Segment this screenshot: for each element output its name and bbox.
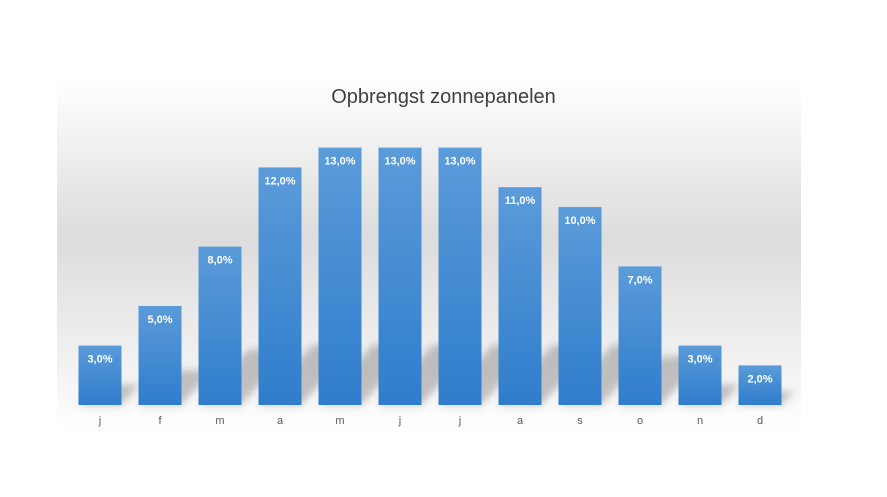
x-tick-label-9: o bbox=[637, 415, 643, 427]
x-tick-label-4: m bbox=[335, 415, 344, 427]
bar-0 bbox=[78, 345, 122, 405]
data-label-7: 11,0% bbox=[505, 195, 536, 207]
bars-group bbox=[78, 147, 782, 405]
data-label-0: 3,0% bbox=[87, 354, 112, 366]
x-tick-label-3: a bbox=[277, 415, 284, 427]
data-label-4: 13,0% bbox=[324, 156, 355, 168]
bar-6 bbox=[438, 147, 482, 405]
data-label-2: 8,0% bbox=[207, 255, 232, 267]
x-tick-label-1: f bbox=[158, 415, 162, 427]
bar-9 bbox=[618, 266, 662, 405]
x-tick-label-8: s bbox=[577, 415, 583, 427]
x-tick-label-0: j bbox=[98, 415, 101, 427]
bar-3 bbox=[258, 167, 302, 405]
bar-1 bbox=[138, 306, 182, 405]
chart-title: Opbrengst zonnepanelen bbox=[331, 86, 556, 108]
x-tick-label-5: j bbox=[398, 415, 401, 427]
data-label-1: 5,0% bbox=[147, 314, 172, 326]
bar-8 bbox=[558, 207, 602, 405]
data-label-9: 7,0% bbox=[627, 274, 652, 286]
x-tick-label-7: a bbox=[517, 415, 524, 427]
data-label-10: 3,0% bbox=[687, 354, 712, 366]
bar-7 bbox=[498, 187, 542, 405]
data-label-3: 12,0% bbox=[264, 175, 295, 187]
data-label-5: 13,0% bbox=[384, 156, 415, 168]
data-labels-group: 3,0% 5,0% 8,0% 12,0% 13,0% 13,0% 13,0% 11,0% 10,… bbox=[87, 156, 772, 386]
data-label-6: 13,0% bbox=[444, 156, 475, 168]
bar-5 bbox=[378, 147, 422, 405]
x-tick-label-6: j bbox=[458, 415, 461, 427]
x-tick-label-10: n bbox=[697, 415, 703, 427]
bar-4 bbox=[318, 147, 362, 405]
bar-11 bbox=[738, 365, 782, 405]
bar-2 bbox=[198, 246, 242, 405]
data-label-8: 10,0% bbox=[564, 215, 595, 227]
data-label-11: 2,0% bbox=[747, 373, 772, 385]
x-tick-label-2: m bbox=[215, 415, 224, 427]
bar-10 bbox=[678, 345, 722, 405]
x-tick-label-11: d bbox=[757, 415, 763, 427]
